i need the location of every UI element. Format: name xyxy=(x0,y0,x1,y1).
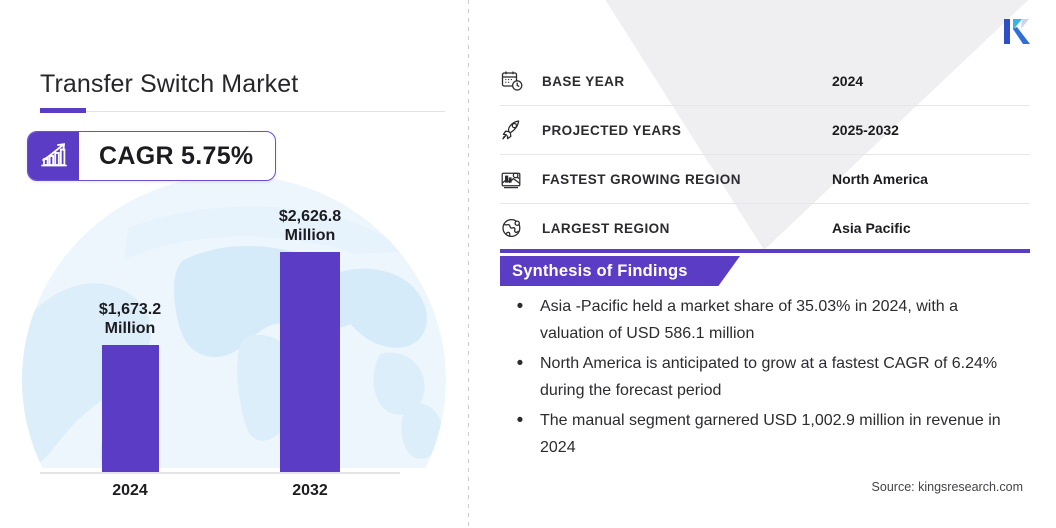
info-label-largest-region: LARGEST REGION xyxy=(542,220,670,236)
info-value-largest-region: Asia Pacific xyxy=(832,220,911,236)
info-label-projected-years: PROJECTED YEARS xyxy=(542,122,682,138)
info-row-largest-region: LARGEST REGION Asia Pacific xyxy=(500,204,1030,253)
info-table: BASE YEAR 2024 PROJECTED YEARS 2025-2032 xyxy=(500,57,1030,253)
bar-2032 xyxy=(280,252,340,472)
cagr-label: CAGR 5.75% xyxy=(99,141,254,170)
bar-value-label-1: $2,626.8 Million xyxy=(255,207,365,245)
bar-chart-growth-icon xyxy=(28,132,79,180)
bar-category-label-1: 2032 xyxy=(292,482,328,499)
finding-text-0: Asia -Pacific held a market share of 35.… xyxy=(540,298,958,342)
chart-baseline-axis xyxy=(40,472,400,474)
rocket-icon xyxy=(500,118,542,142)
panel-divider xyxy=(468,0,469,528)
globe-icon xyxy=(500,216,542,240)
info-label-fastest-growing-region: FASTEST GROWING REGION xyxy=(542,171,741,187)
bar-value-line2-0: Million xyxy=(104,320,156,337)
left-panel: Transfer Switch Market CAGR 5.75% xyxy=(0,0,468,528)
info-value-fastest-growing-region: North America xyxy=(832,171,928,187)
list-item: • The manual segment garnered USD 1,002.… xyxy=(500,407,1020,461)
bar-value-line1-1: $2,626.8 xyxy=(278,208,342,225)
info-value-projected-years: 2025-2032 xyxy=(832,122,899,138)
bar-chart: $1,673.2 Million $2,626.8 Million 2024 2… xyxy=(40,196,440,508)
info-row-base-year: BASE YEAR 2024 xyxy=(500,57,1030,106)
findings-top-rule xyxy=(500,249,1030,253)
bar-value-label-0: $1,673.2 Million xyxy=(75,300,185,338)
bullet-icon: • xyxy=(516,410,524,431)
bar-2024 xyxy=(102,345,159,472)
bullet-icon: • xyxy=(516,353,524,374)
title-rule xyxy=(40,111,445,112)
calendar-clock-icon xyxy=(500,69,542,93)
title-accent-bar xyxy=(40,108,86,113)
list-item: • Asia -Pacific held a market share of 3… xyxy=(500,293,1020,347)
source-label: Source: kingsresearch.com xyxy=(871,480,1023,494)
cagr-badge: CAGR 5.75% xyxy=(27,131,277,181)
info-row-projected-years: PROJECTED YEARS 2025-2032 xyxy=(500,106,1030,155)
right-panel: BASE YEAR 2024 PROJECTED YEARS 2025-2032 xyxy=(469,0,1056,528)
page-title: Transfer Switch Market xyxy=(40,70,299,98)
bar-value-line1-0: $1,673.2 xyxy=(98,301,162,318)
bar-category-label-0: 2024 xyxy=(112,482,148,499)
finding-text-1: North America is anticipated to grow at … xyxy=(540,355,998,399)
bullet-icon: • xyxy=(516,296,524,317)
info-row-fastest-growing-region: FASTEST GROWING REGION North America xyxy=(500,155,1030,204)
finding-text-2: The manual segment garnered USD 1,002.9 … xyxy=(540,412,1001,456)
bar-value-line2-1: Million xyxy=(284,227,336,244)
kings-research-k-logo xyxy=(1004,19,1030,44)
info-label-base-year: BASE YEAR xyxy=(542,73,625,89)
cityscape-icon xyxy=(500,167,542,191)
info-value-base-year: 2024 xyxy=(832,73,864,89)
list-item: • North America is anticipated to grow a… xyxy=(500,350,1020,404)
findings-list: • Asia -Pacific held a market share of 3… xyxy=(500,293,1020,464)
findings-heading: Synthesis of Findings xyxy=(500,256,740,286)
